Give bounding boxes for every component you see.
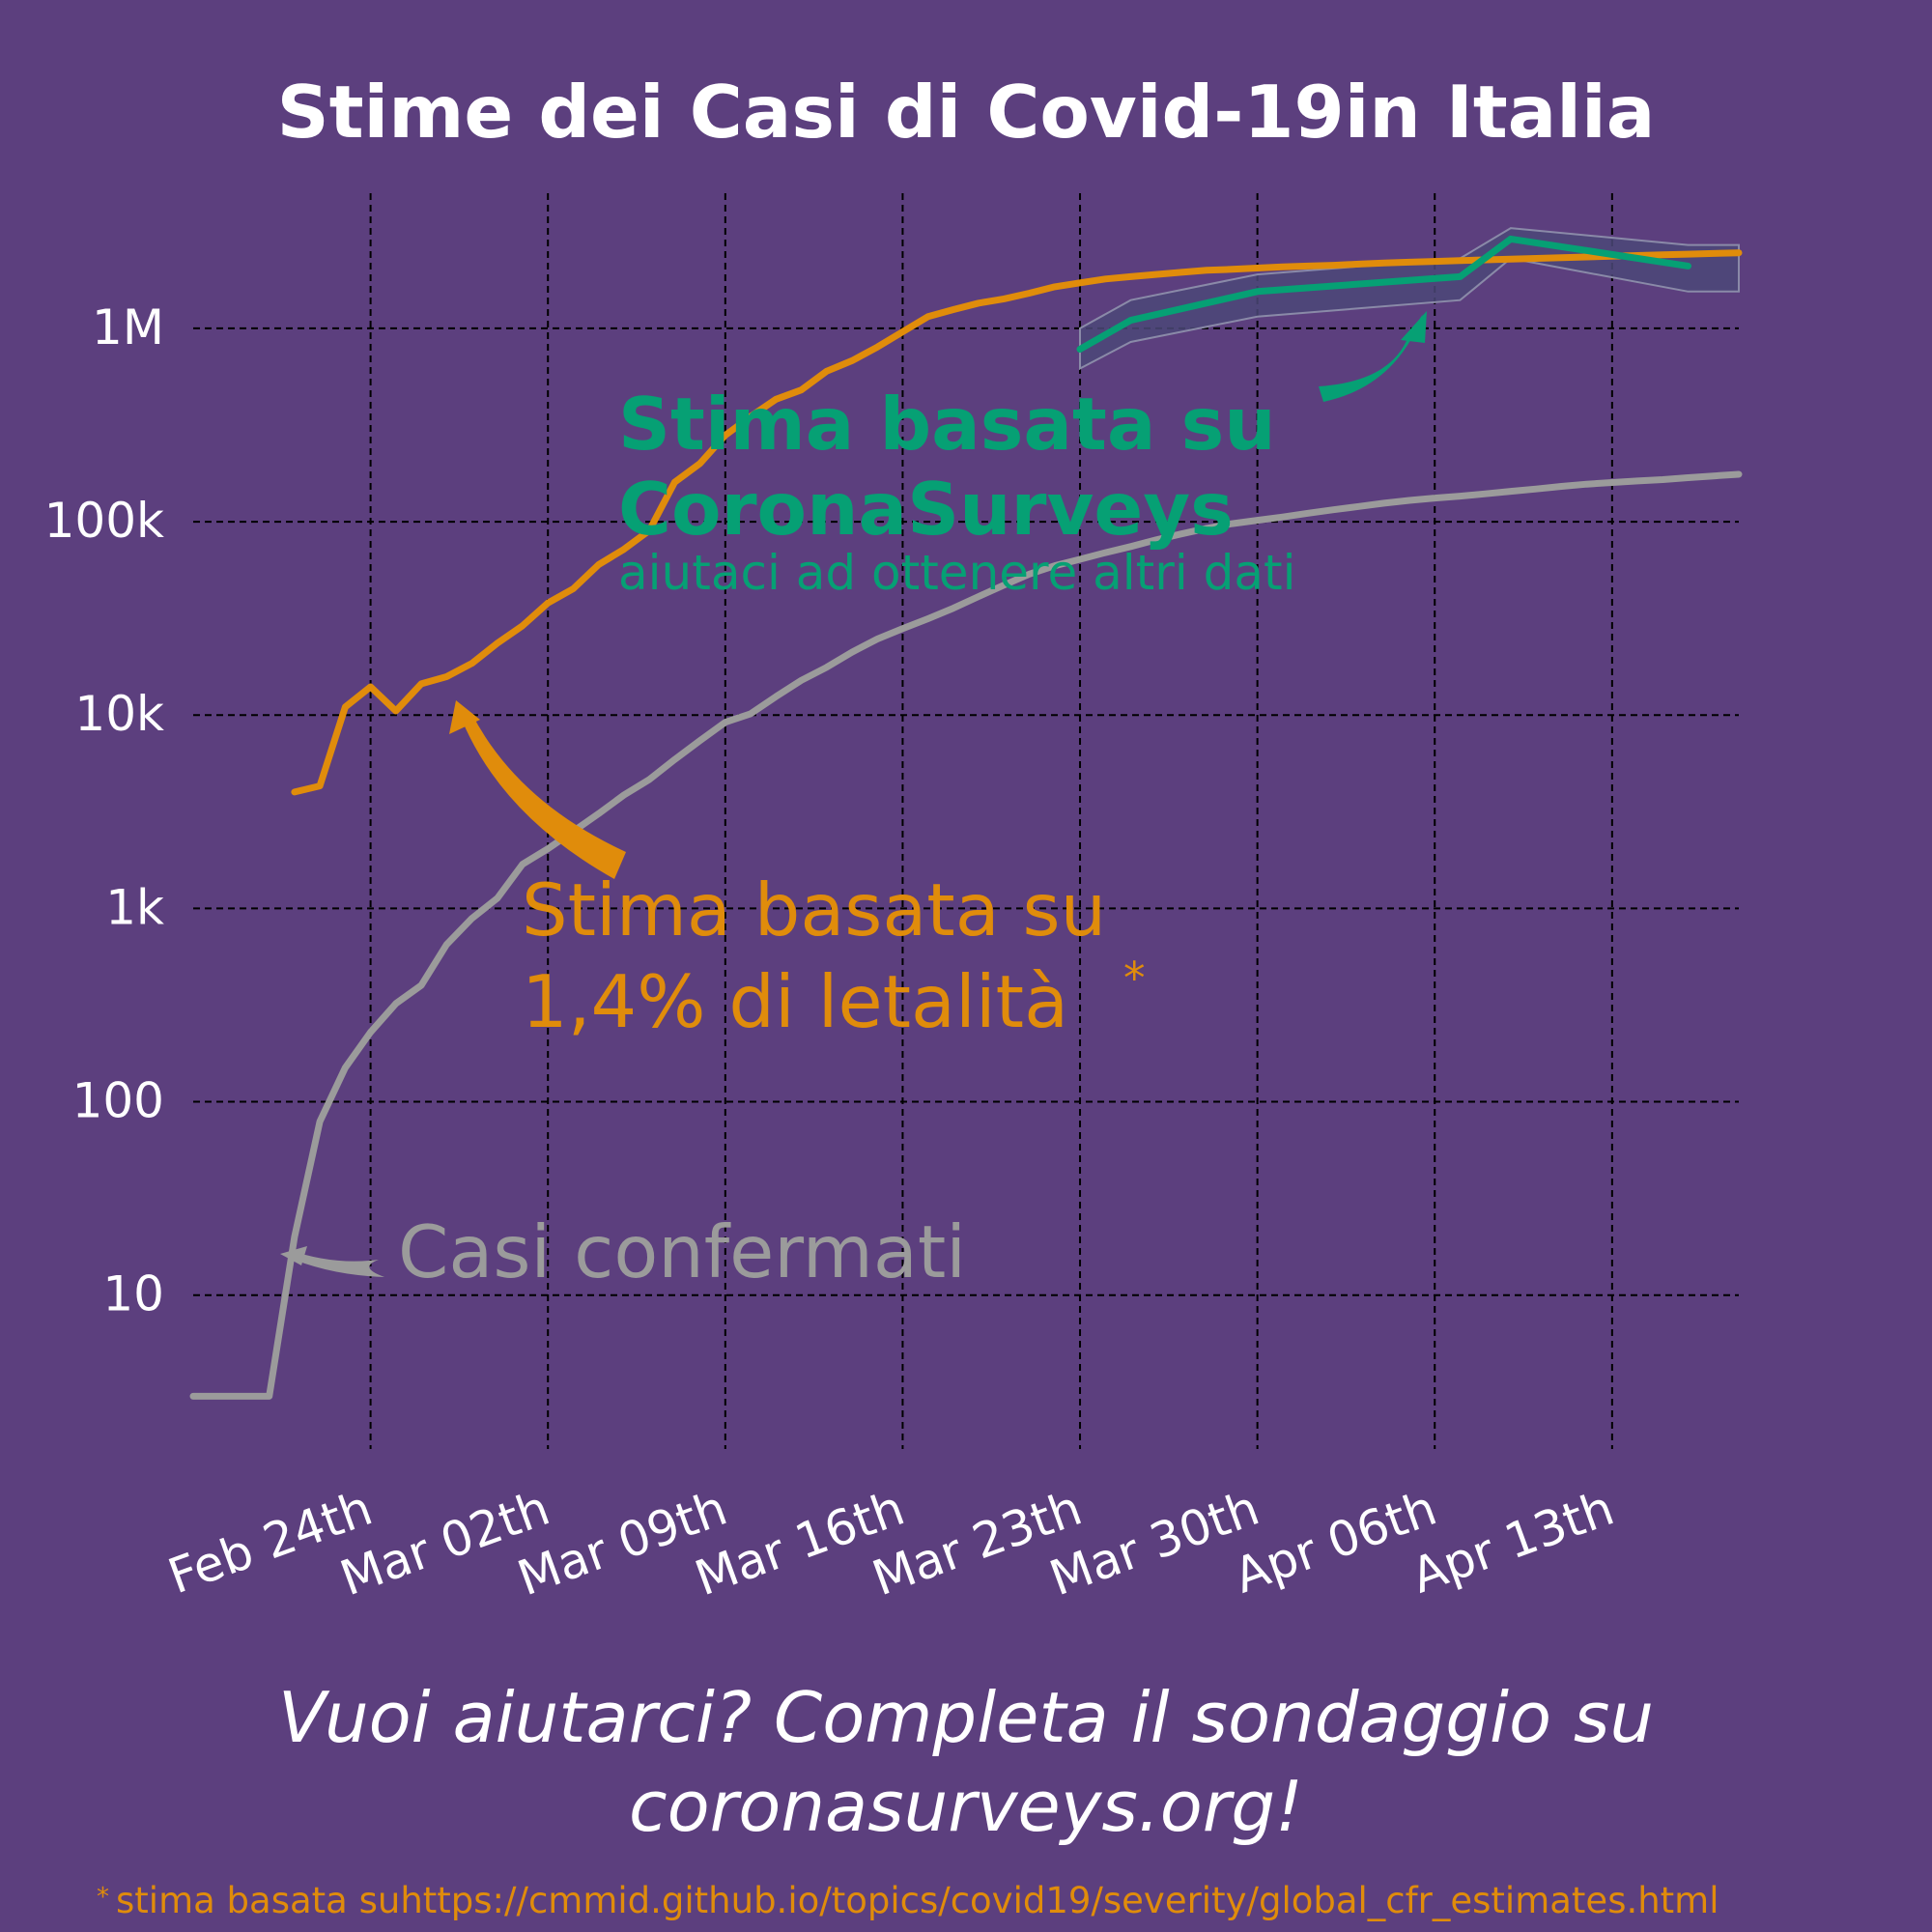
x-tick-label: Apr 13th — [1405, 1480, 1621, 1605]
annotation-cfr-mark: * — [1123, 952, 1146, 1004]
confirmed-series-line — [189, 470, 1743, 1400]
cfr-arrow-head-icon — [449, 700, 480, 734]
y-tick-label: 1k — [105, 879, 164, 935]
annotation-cfr-line2: 1,4% di letalità — [522, 959, 1068, 1044]
y-tick-label: 10k — [74, 686, 164, 742]
ci-band-layer — [1079, 227, 1740, 371]
y-tick-label: 100k — [44, 493, 164, 549]
confirmed-arrow-head-icon — [280, 1246, 307, 1265]
annotation-cfr-line1: Stima basata su — [522, 867, 1106, 952]
estimate_surveys-series-line — [1076, 235, 1691, 353]
cta-line2: coronasurveys.org! — [629, 1766, 1303, 1847]
y-tick-label: 100 — [72, 1073, 164, 1129]
annotation-surveys-sub: aiutaci ad ottenere altri dati — [618, 545, 1296, 601]
annotation-confirmed: Casi confermati — [398, 1209, 966, 1294]
annotation-surveys-line1: Stima basata su — [618, 382, 1276, 467]
surveys-arrow-icon — [1319, 314, 1423, 402]
footnote-mark: * — [97, 1883, 109, 1912]
y-axis-ticks: 10 100 1k 10k 100k 1M — [44, 299, 164, 1322]
chart-title: Stime dei Casi di Covid-19in Italia — [277, 70, 1656, 155]
footnote-text: stima basata suhttps://cmmid.github.io/t… — [116, 1880, 1719, 1921]
cfr-arrow-icon — [462, 713, 626, 879]
y-tick-label: 10 — [102, 1266, 164, 1322]
x-tick-label: Apr 06th — [1227, 1480, 1443, 1605]
cta-line1: Vuoi aiutarci? Completa il sondaggio su — [278, 1677, 1654, 1758]
estimate_surveys-ci-band — [1079, 227, 1740, 371]
series-layer — [189, 235, 1743, 1400]
confirmed-arrow-icon — [285, 1250, 384, 1277]
annotation-surveys-line2: CoronaSurveys — [618, 467, 1234, 552]
estimate_cfr-series-line — [291, 249, 1743, 796]
surveys-arrow-head-icon — [1401, 311, 1427, 343]
y-tick-label: 1M — [92, 299, 164, 355]
